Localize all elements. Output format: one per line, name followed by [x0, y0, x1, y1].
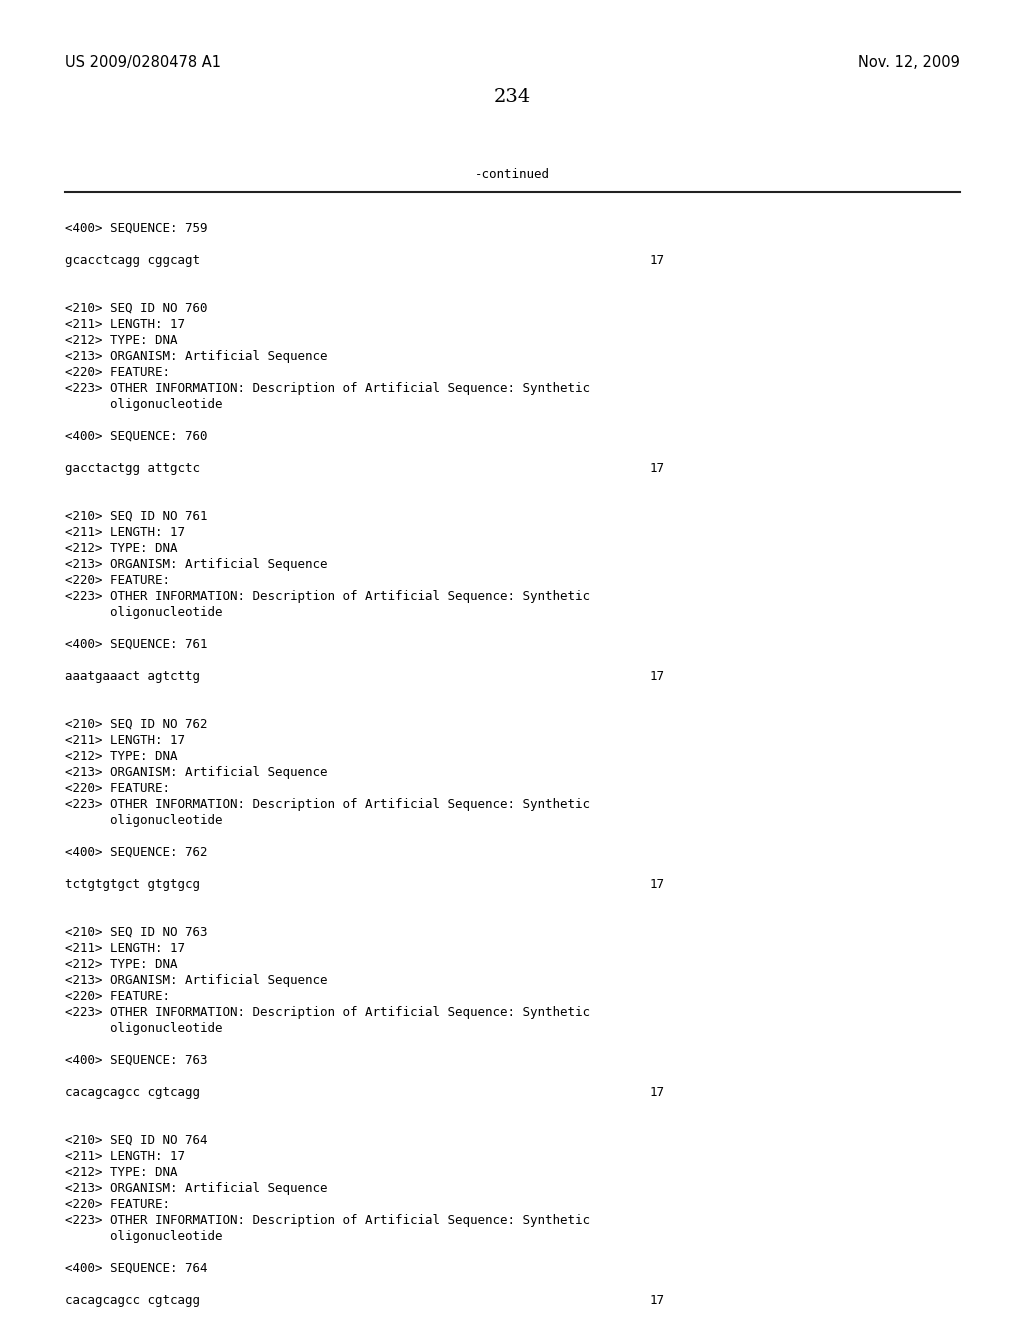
Text: <220> FEATURE:: <220> FEATURE: [65, 990, 170, 1003]
Text: <223> OTHER INFORMATION: Description of Artificial Sequence: Synthetic: <223> OTHER INFORMATION: Description of … [65, 1006, 590, 1019]
Text: oligonucleotide: oligonucleotide [65, 1230, 222, 1243]
Text: <223> OTHER INFORMATION: Description of Artificial Sequence: Synthetic: <223> OTHER INFORMATION: Description of … [65, 799, 590, 810]
Text: oligonucleotide: oligonucleotide [65, 814, 222, 828]
Text: <213> ORGANISM: Artificial Sequence: <213> ORGANISM: Artificial Sequence [65, 1181, 328, 1195]
Text: -continued: -continued [474, 168, 550, 181]
Text: 17: 17 [650, 462, 665, 475]
Text: 17: 17 [650, 1086, 665, 1100]
Text: 17: 17 [650, 878, 665, 891]
Text: <211> LENGTH: 17: <211> LENGTH: 17 [65, 1150, 185, 1163]
Text: oligonucleotide: oligonucleotide [65, 606, 222, 619]
Text: <220> FEATURE:: <220> FEATURE: [65, 1199, 170, 1210]
Text: 17: 17 [650, 1294, 665, 1307]
Text: <211> LENGTH: 17: <211> LENGTH: 17 [65, 942, 185, 954]
Text: 17: 17 [650, 253, 665, 267]
Text: <211> LENGTH: 17: <211> LENGTH: 17 [65, 318, 185, 331]
Text: oligonucleotide: oligonucleotide [65, 399, 222, 411]
Text: <212> TYPE: DNA: <212> TYPE: DNA [65, 334, 177, 347]
Text: <210> SEQ ID NO 760: <210> SEQ ID NO 760 [65, 302, 208, 315]
Text: <212> TYPE: DNA: <212> TYPE: DNA [65, 750, 177, 763]
Text: cacagcagcc cgtcagg: cacagcagcc cgtcagg [65, 1086, 200, 1100]
Text: <212> TYPE: DNA: <212> TYPE: DNA [65, 1166, 177, 1179]
Text: <220> FEATURE:: <220> FEATURE: [65, 574, 170, 587]
Text: <213> ORGANISM: Artificial Sequence: <213> ORGANISM: Artificial Sequence [65, 558, 328, 572]
Text: <212> TYPE: DNA: <212> TYPE: DNA [65, 543, 177, 554]
Text: <212> TYPE: DNA: <212> TYPE: DNA [65, 958, 177, 972]
Text: <213> ORGANISM: Artificial Sequence: <213> ORGANISM: Artificial Sequence [65, 974, 328, 987]
Text: <210> SEQ ID NO 763: <210> SEQ ID NO 763 [65, 927, 208, 939]
Text: <400> SEQUENCE: 763: <400> SEQUENCE: 763 [65, 1053, 208, 1067]
Text: cacagcagcc cgtcagg: cacagcagcc cgtcagg [65, 1294, 200, 1307]
Text: <400> SEQUENCE: 760: <400> SEQUENCE: 760 [65, 430, 208, 444]
Text: <210> SEQ ID NO 762: <210> SEQ ID NO 762 [65, 718, 208, 731]
Text: <400> SEQUENCE: 764: <400> SEQUENCE: 764 [65, 1262, 208, 1275]
Text: 234: 234 [494, 88, 530, 106]
Text: <220> FEATURE:: <220> FEATURE: [65, 366, 170, 379]
Text: oligonucleotide: oligonucleotide [65, 1022, 222, 1035]
Text: gacctactgg attgctc: gacctactgg attgctc [65, 462, 200, 475]
Text: <211> LENGTH: 17: <211> LENGTH: 17 [65, 525, 185, 539]
Text: <211> LENGTH: 17: <211> LENGTH: 17 [65, 734, 185, 747]
Text: <210> SEQ ID NO 761: <210> SEQ ID NO 761 [65, 510, 208, 523]
Text: <220> FEATURE:: <220> FEATURE: [65, 781, 170, 795]
Text: 17: 17 [650, 671, 665, 682]
Text: US 2009/0280478 A1: US 2009/0280478 A1 [65, 55, 221, 70]
Text: aaatgaaact agtcttg: aaatgaaact agtcttg [65, 671, 200, 682]
Text: <400> SEQUENCE: 759: <400> SEQUENCE: 759 [65, 222, 208, 235]
Text: <213> ORGANISM: Artificial Sequence: <213> ORGANISM: Artificial Sequence [65, 766, 328, 779]
Text: <223> OTHER INFORMATION: Description of Artificial Sequence: Synthetic: <223> OTHER INFORMATION: Description of … [65, 590, 590, 603]
Text: gcacctcagg cggcagt: gcacctcagg cggcagt [65, 253, 200, 267]
Text: <400> SEQUENCE: 761: <400> SEQUENCE: 761 [65, 638, 208, 651]
Text: Nov. 12, 2009: Nov. 12, 2009 [858, 55, 961, 70]
Text: <400> SEQUENCE: 762: <400> SEQUENCE: 762 [65, 846, 208, 859]
Text: <210> SEQ ID NO 764: <210> SEQ ID NO 764 [65, 1134, 208, 1147]
Text: <223> OTHER INFORMATION: Description of Artificial Sequence: Synthetic: <223> OTHER INFORMATION: Description of … [65, 381, 590, 395]
Text: <223> OTHER INFORMATION: Description of Artificial Sequence: Synthetic: <223> OTHER INFORMATION: Description of … [65, 1214, 590, 1228]
Text: <213> ORGANISM: Artificial Sequence: <213> ORGANISM: Artificial Sequence [65, 350, 328, 363]
Text: tctgtgtgct gtgtgcg: tctgtgtgct gtgtgcg [65, 878, 200, 891]
